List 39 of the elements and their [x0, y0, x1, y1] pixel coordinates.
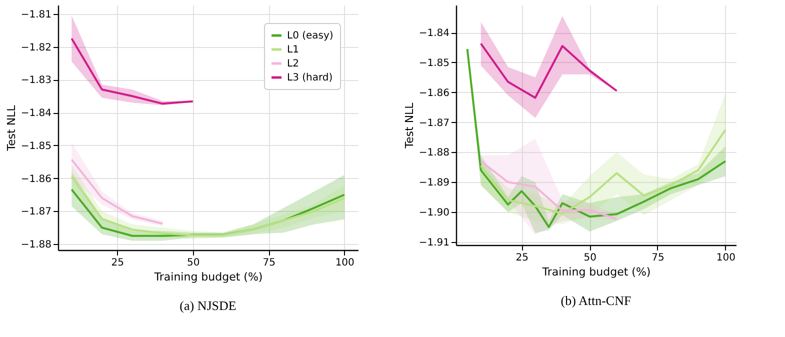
- legend-label: L1: [287, 44, 299, 56]
- y-tick-label: −1.84: [20, 108, 52, 120]
- y-tick-label: −1.91: [418, 238, 450, 249]
- y-tick-label: −1.89: [418, 178, 450, 189]
- x-tick-label: 25: [111, 258, 124, 268]
- line-series: [480, 160, 618, 220]
- y-tick-label: −1.88: [20, 240, 52, 251]
- y-tick-label: −1.87: [418, 118, 450, 129]
- y-tick-label: −1.84: [418, 28, 450, 40]
- y-tick-label: −1.83: [20, 75, 52, 86]
- x-tick-label: 50: [584, 252, 596, 264]
- legend-label: L0 (easy): [287, 30, 334, 42]
- y-tick-label: −1.90: [418, 208, 450, 219]
- x-tick-label: 100: [716, 252, 736, 264]
- x-tick-label: 25: [516, 252, 529, 264]
- y-axis-title: Test NLL: [4, 104, 18, 152]
- y-tick-label: −1.86: [20, 174, 52, 185]
- legend-label: L3 (hard): [287, 72, 333, 84]
- y-tick-label: −1.82: [20, 42, 52, 54]
- x-axis-title: Training budget (%): [541, 266, 651, 278]
- x-tick-label: 75: [652, 252, 664, 264]
- y-tick-label: −1.87: [20, 206, 52, 218]
- text: (b) Attn-CNF: [560, 293, 632, 308]
- x-axis-title: Training budget (%): [153, 270, 263, 284]
- line-series: [480, 128, 726, 215]
- line-series: [480, 42, 618, 99]
- y-tick-label: −1.81: [20, 9, 52, 20]
- y-tick-label: −1.86: [418, 88, 450, 99]
- y-tick-label: −1.85: [418, 58, 450, 69]
- x-tick-label: 100: [335, 258, 354, 268]
- y-tick-label: −1.85: [20, 140, 52, 152]
- y-tick-label: −1.88: [418, 148, 450, 159]
- line-series: [70, 158, 164, 225]
- y-axis-title: Test NLL: [402, 102, 416, 150]
- x-tick-label: 50: [186, 258, 200, 268]
- legend-label: L2: [287, 58, 299, 70]
- text: (a) NJSDE: [180, 298, 236, 313]
- x-tick-label: 75: [262, 258, 276, 268]
- line-series: [70, 38, 194, 105]
